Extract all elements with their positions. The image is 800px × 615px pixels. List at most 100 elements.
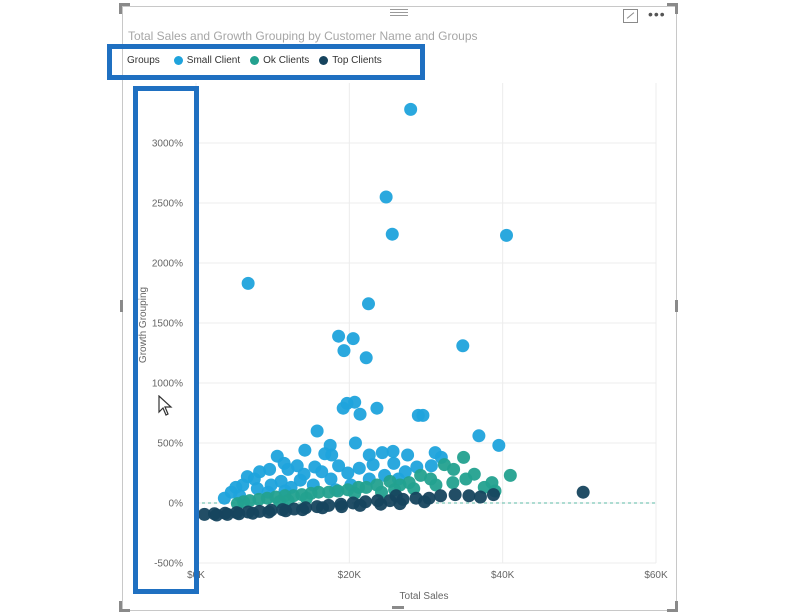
resize-corner-top-left[interactable] — [119, 3, 130, 14]
data-point-small-client[interactable] — [337, 344, 351, 358]
data-point-small-client[interactable] — [241, 276, 255, 290]
data-point-small-client[interactable] — [366, 458, 380, 472]
data-point-small-client[interactable] — [348, 436, 362, 450]
data-point-top-clients[interactable] — [220, 507, 234, 521]
data-point-ok-clients[interactable] — [459, 472, 473, 486]
data-point-ok-clients[interactable] — [457, 450, 471, 464]
data-point-top-clients[interactable] — [246, 506, 260, 520]
resize-corner-bottom-left[interactable] — [119, 601, 130, 612]
data-point-small-client[interactable] — [324, 472, 338, 486]
y-axis-highlight-box — [133, 86, 199, 594]
data-point-small-client[interactable] — [416, 408, 430, 422]
data-point-top-clients[interactable] — [473, 490, 487, 504]
data-point-small-client[interactable] — [236, 478, 250, 492]
resize-handle-right[interactable] — [675, 300, 678, 312]
legend-marker-icon — [173, 56, 183, 65]
resize-corner-top-right[interactable] — [667, 3, 678, 14]
data-point-small-client[interactable] — [336, 401, 350, 415]
data-point-top-clients[interactable] — [335, 500, 349, 514]
data-point-ok-clients[interactable] — [503, 468, 517, 482]
data-point-top-clients[interactable] — [389, 489, 403, 503]
legend-highlight-box — [107, 44, 425, 80]
data-point-ok-clients[interactable] — [299, 491, 313, 505]
data-point-small-client[interactable] — [263, 462, 277, 476]
resize-handle-bottom[interactable] — [392, 606, 404, 609]
data-point-top-clients[interactable] — [210, 508, 224, 522]
data-point-small-client[interactable] — [472, 429, 486, 443]
data-point-top-clients[interactable] — [353, 498, 367, 512]
data-point-top-clients[interactable] — [374, 497, 388, 511]
x-axis-title: Total Sales — [400, 591, 449, 602]
data-point-small-client[interactable] — [293, 473, 307, 487]
resize-handle-left[interactable] — [120, 300, 123, 312]
y-tick-label: 2000% — [152, 259, 183, 270]
data-point-small-client[interactable] — [281, 462, 295, 476]
data-point-top-clients[interactable] — [434, 489, 448, 503]
data-point-top-clients[interactable] — [262, 505, 276, 519]
data-point-small-client[interactable] — [401, 448, 415, 462]
data-point-small-client[interactable] — [332, 329, 346, 343]
data-point-top-clients[interactable] — [462, 489, 476, 503]
more-options-icon[interactable]: ••• — [648, 6, 666, 22]
data-point-small-client[interactable] — [318, 447, 332, 461]
data-point-small-client[interactable] — [346, 332, 360, 346]
focus-mode-icon[interactable] — [623, 9, 638, 23]
legend-label: Ok Clients — [263, 55, 310, 66]
data-point-small-client[interactable] — [387, 456, 401, 470]
y-tick-label: -500% — [154, 559, 183, 570]
legend-item-ok-clients[interactable]: Ok Clients — [250, 55, 309, 66]
data-point-small-client[interactable] — [362, 297, 375, 311]
x-tick-label: $40K — [491, 570, 515, 581]
data-point-small-client[interactable] — [250, 482, 264, 496]
x-tick-label: $60K — [644, 570, 668, 581]
data-point-ok-clients[interactable] — [446, 476, 460, 490]
legend-item-small-client[interactable]: Small Client — [173, 55, 240, 66]
data-point-small-client[interactable] — [385, 227, 399, 241]
data-point-small-client[interactable] — [217, 491, 231, 505]
data-point-small-client[interactable] — [492, 438, 506, 452]
data-point-small-client[interactable] — [424, 459, 438, 473]
data-point-top-clients[interactable] — [197, 507, 211, 521]
data-point-top-clients[interactable] — [279, 504, 293, 518]
data-point-small-client[interactable] — [386, 444, 400, 458]
legend: Groups Small Client Ok Clients Top Clien… — [127, 55, 382, 66]
data-point-top-clients[interactable] — [576, 485, 590, 499]
legend-item-top-clients[interactable]: Top Clients — [319, 55, 382, 66]
data-point-small-client[interactable] — [353, 407, 367, 421]
data-point-small-client[interactable] — [359, 351, 373, 365]
data-point-small-client[interactable] — [352, 461, 366, 475]
data-point-small-client[interactable] — [315, 465, 329, 479]
data-point-top-clients[interactable] — [417, 495, 431, 509]
legend-label: Top Clients — [332, 55, 382, 66]
data-point-small-client[interactable] — [298, 443, 312, 457]
data-point-top-clients[interactable] — [448, 488, 462, 502]
data-point-small-client[interactable] — [379, 190, 393, 204]
resize-corner-bottom-right[interactable] — [667, 601, 678, 612]
data-point-small-client[interactable] — [310, 424, 324, 438]
data-point-top-clients[interactable] — [232, 507, 246, 521]
data-point-small-client[interactable] — [332, 459, 346, 473]
data-point-top-clients[interactable] — [316, 501, 329, 515]
data-point-small-client[interactable] — [404, 102, 418, 116]
data-point-small-client[interactable] — [500, 228, 513, 242]
data-point-top-clients[interactable] — [296, 503, 310, 517]
y-tick-label: 3000% — [152, 139, 183, 150]
data-point-small-client[interactable] — [341, 466, 355, 480]
data-point-small-client[interactable] — [348, 395, 362, 409]
x-axis-ticks: $0K $20K $40K $60K — [187, 570, 668, 581]
data-point-small-client[interactable] — [370, 401, 384, 415]
data-point-ok-clients[interactable] — [429, 478, 443, 492]
legend-marker-icon — [250, 56, 260, 65]
data-point-ok-clients[interactable] — [447, 462, 461, 476]
data-point-ok-clients[interactable] — [348, 486, 362, 500]
y-tick-label: 2500% — [152, 199, 183, 210]
data-point-small-client[interactable] — [375, 446, 389, 460]
data-point-top-clients[interactable] — [486, 488, 500, 502]
data-point-small-client[interactable] — [456, 339, 470, 353]
data-point-ok-clients[interactable] — [414, 468, 428, 482]
data-point-ok-clients[interactable] — [322, 485, 336, 499]
drag-handle-icon[interactable] — [390, 9, 408, 17]
chart-title: Total Sales and Growth Grouping by Custo… — [128, 29, 478, 43]
x-tick-label: $20K — [338, 570, 362, 581]
